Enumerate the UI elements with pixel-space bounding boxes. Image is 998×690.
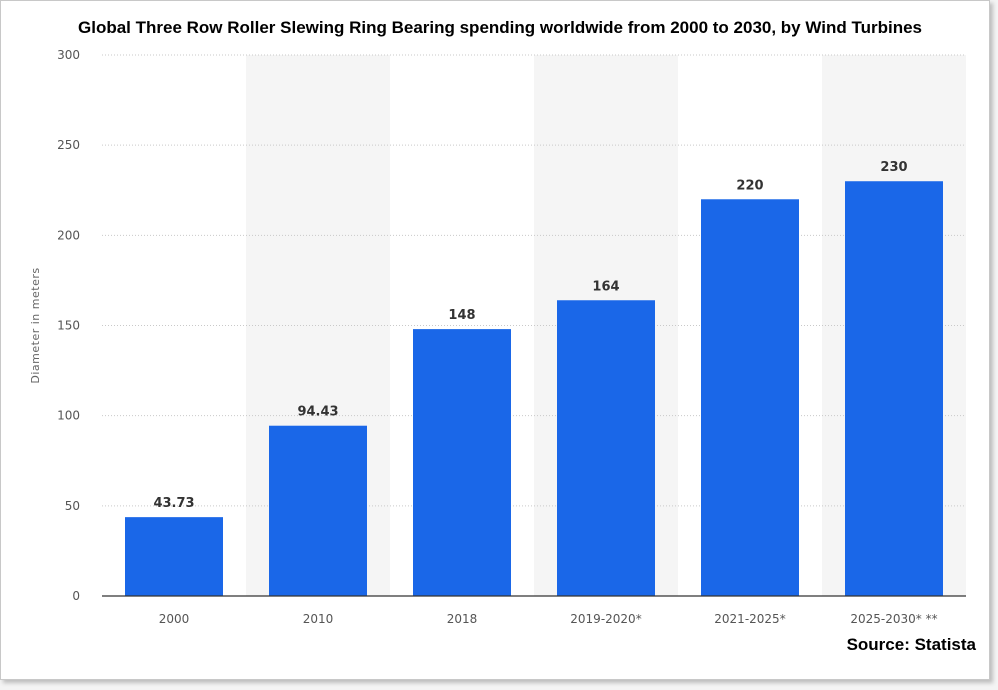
y-axis-label: Diameter in meters <box>29 267 42 383</box>
bar <box>413 329 511 596</box>
y-tick-label: 50 <box>65 499 80 513</box>
bar <box>269 425 367 596</box>
y-tick-label: 100 <box>57 409 80 423</box>
data-labels: 43.73 94.43 148 164 220 230 <box>153 160 907 511</box>
x-tick-label: 2019-2020* <box>570 612 641 626</box>
bar <box>125 517 223 596</box>
y-tick-label: 250 <box>57 138 80 152</box>
gridlines <box>102 54 966 507</box>
x-tick-label: 2021-2025* <box>714 612 785 626</box>
y-axis-ticks: 0 50 100 150 200 250 300 <box>57 48 80 603</box>
bars <box>125 181 943 596</box>
y-tick-label: 200 <box>57 228 80 242</box>
x-tick-label: 2010 <box>303 612 334 626</box>
x-tick-label: 2018 <box>447 612 478 626</box>
bar <box>557 300 655 596</box>
data-label: 164 <box>592 279 619 294</box>
data-label: 220 <box>736 178 763 193</box>
data-label: 43.73 <box>153 496 194 511</box>
x-tick-label: 2025-2030* ** <box>850 612 937 626</box>
x-tick-label: 2000 <box>159 612 190 626</box>
chart-title: Global Three Row Roller Slewing Ring Bea… <box>78 18 922 37</box>
bar <box>701 199 799 596</box>
y-tick-label: 150 <box>57 319 80 333</box>
data-label: 94.43 <box>297 405 338 420</box>
y-tick-label: 0 <box>72 589 80 603</box>
data-label: 230 <box>880 160 907 175</box>
source-note: Source: Statista <box>846 635 976 654</box>
data-label: 148 <box>448 308 475 323</box>
bar <box>845 181 943 596</box>
x-axis-ticks: 2000 2010 2018 2019-2020* 2021-2025* 2025-203… <box>159 612 938 626</box>
y-tick-label: 300 <box>57 48 80 62</box>
